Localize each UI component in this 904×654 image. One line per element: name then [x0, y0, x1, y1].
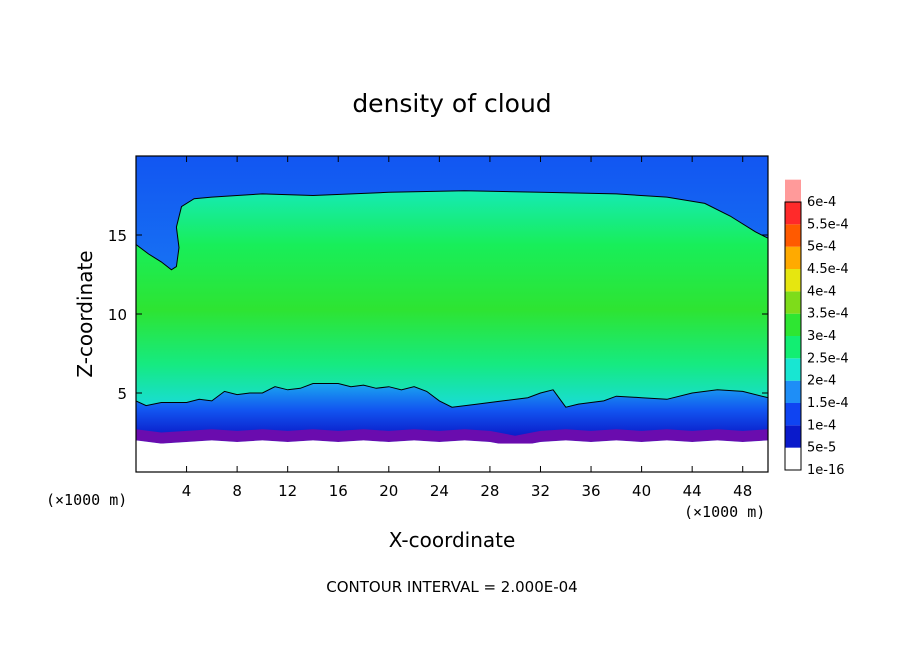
colorbar-label: 4e-4: [807, 284, 836, 299]
contour-line-upper: [136, 190, 768, 271]
colorbar-swatch: [785, 313, 801, 336]
colorbar-swatch: [785, 403, 801, 426]
colorbar-label: 1e-16: [807, 463, 845, 478]
y-tick-label: 15: [108, 227, 127, 245]
colorbar-label: 2.5e-4: [807, 351, 849, 366]
colorbar-label: 3.5e-4: [807, 307, 849, 322]
y-tick-label: 5: [117, 385, 127, 403]
colorbar-swatch: [785, 269, 801, 292]
colorbar-swatch: [785, 380, 801, 403]
x-tick-label: 20: [379, 482, 398, 500]
colorbar-swatch: [785, 425, 801, 448]
colorbar-label: 5e-5: [807, 441, 836, 456]
x-tick-label: 8: [232, 482, 242, 500]
contour-line-lower: [136, 383, 768, 408]
x-axis-title: X-coordinate: [389, 528, 516, 552]
colorbar-swatch: [785, 336, 801, 359]
colorbar-label: 1.5e-4: [807, 396, 849, 411]
colorbar-swatch: [785, 246, 801, 269]
colorbar-label: 1e-4: [807, 418, 836, 433]
colorbar: 1e-16 5e-5 1e-4 1.5e-4 2e-4 2.5e-4 3e-4 3.5e-4 4…: [784, 179, 849, 478]
plot-area: [136, 156, 768, 472]
colorbar-label: 3e-4: [807, 329, 836, 344]
x-tick-label: 40: [632, 482, 651, 500]
colorbar-label: 2e-4: [807, 374, 836, 389]
colorbar-label: 4.5e-4: [807, 262, 849, 277]
x-tick-label: 28: [480, 482, 499, 500]
clear-air-region-edge: [136, 440, 768, 472]
x-tick-label: 32: [531, 482, 550, 500]
x-unit-label: (×1000 m): [684, 503, 765, 521]
y-axis-ticks: 5 10 15: [108, 227, 768, 403]
x-tick-label: 48: [733, 482, 752, 500]
x-tick-label: 44: [683, 482, 702, 500]
colorbar-label: 5.5e-4: [807, 217, 849, 232]
colorbar-swatch: [785, 224, 801, 247]
y-tick-label: 10: [108, 306, 127, 324]
y-axis-title: Z-coordinate: [73, 250, 97, 377]
cloud-core-band: [136, 190, 768, 408]
x-tick-label: 4: [182, 482, 192, 500]
colorbar-swatch: [785, 202, 801, 225]
cloud-base-band: [136, 429, 768, 447]
contour-interval-label: CONTOUR INTERVAL = 2.000E-04: [326, 578, 577, 596]
colorbar-label: 5e-4: [807, 240, 836, 255]
colorbar-frame: [784, 201, 802, 471]
x-tick-label: 24: [430, 482, 449, 500]
y-unit-label: (×1000 m): [46, 491, 127, 509]
chart-title: density of cloud: [352, 89, 551, 118]
x-tick-label: 36: [581, 482, 600, 500]
lower-blue-band: [136, 383, 768, 438]
x-axis-ticks: 4 8 12 16 20 24 28 32 36 40 44 48: [182, 156, 752, 500]
colorbar-swatch: [785, 358, 801, 381]
x-tick-label: 12: [278, 482, 297, 500]
x-tick-label: 16: [329, 482, 348, 500]
colorbar-swatch: [785, 291, 801, 314]
colorbar-swatch: [785, 179, 801, 202]
colorbar-label: 6e-4: [807, 195, 836, 210]
